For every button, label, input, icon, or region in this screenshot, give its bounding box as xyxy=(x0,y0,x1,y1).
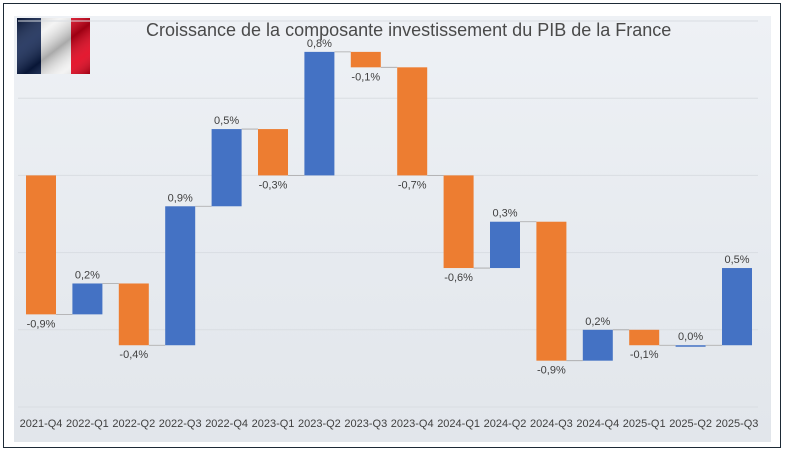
data-label: 0,9% xyxy=(168,192,193,204)
french-flag-logo xyxy=(17,18,90,74)
x-tick-label: 2022-Q1 xyxy=(66,418,109,430)
data-label: 0,3% xyxy=(492,208,517,220)
data-label: -0,6% xyxy=(444,272,473,284)
x-tick-label: 2024-Q1 xyxy=(437,418,480,430)
chart-panel xyxy=(14,16,771,442)
x-tick-label: 2024-Q2 xyxy=(484,418,527,430)
x-tick-label: 2025-Q2 xyxy=(669,418,712,430)
bar xyxy=(490,221,520,269)
x-tick-label: 2024-Q3 xyxy=(530,418,573,430)
x-tick-label: 2023-Q4 xyxy=(391,418,434,430)
bar xyxy=(443,175,474,269)
x-tick-label: 2021-Q4 xyxy=(20,418,63,430)
data-label: -0,9% xyxy=(27,318,56,330)
bar xyxy=(722,268,752,346)
x-tick-label: 2022-Q3 xyxy=(159,418,202,430)
x-tick-label: 2022-Q2 xyxy=(112,418,155,430)
data-label: 0,0% xyxy=(678,331,703,343)
bar xyxy=(350,51,381,68)
x-tick-label: 2023-Q2 xyxy=(298,418,341,430)
bar xyxy=(72,283,103,315)
bar xyxy=(397,67,428,176)
data-label: 0,5% xyxy=(724,254,749,266)
x-tick-label: 2023-Q1 xyxy=(252,418,295,430)
bar xyxy=(118,283,149,346)
data-label: -0,7% xyxy=(398,179,427,191)
data-label: -0,4% xyxy=(119,349,148,361)
data-label: -0,3% xyxy=(259,179,288,191)
data-label: 0,5% xyxy=(214,115,239,127)
bar xyxy=(211,129,242,207)
chart-frame xyxy=(3,3,781,448)
x-tick-label: 2025-Q3 xyxy=(716,418,759,430)
x-tick-label: 2022-Q4 xyxy=(205,418,248,430)
bar xyxy=(165,206,196,346)
data-label: -0,1% xyxy=(351,71,380,83)
bar xyxy=(536,221,567,361)
bar xyxy=(582,329,613,361)
x-tick-label: 2025-Q1 xyxy=(623,418,666,430)
bar xyxy=(304,51,335,176)
data-label: -0,1% xyxy=(630,349,659,361)
data-label: 0,8% xyxy=(307,38,332,50)
bar xyxy=(629,329,660,346)
data-label: -0,9% xyxy=(537,365,566,377)
chart-title: Croissance de la composante investisseme… xyxy=(146,20,672,40)
x-tick-label: 2024-Q4 xyxy=(576,418,619,430)
bar xyxy=(258,129,288,176)
x-tick-label: 2023-Q3 xyxy=(344,418,387,430)
data-label: 0,2% xyxy=(585,316,610,328)
data-label: 0,2% xyxy=(75,269,100,281)
bar xyxy=(675,345,706,347)
bar xyxy=(26,175,56,315)
